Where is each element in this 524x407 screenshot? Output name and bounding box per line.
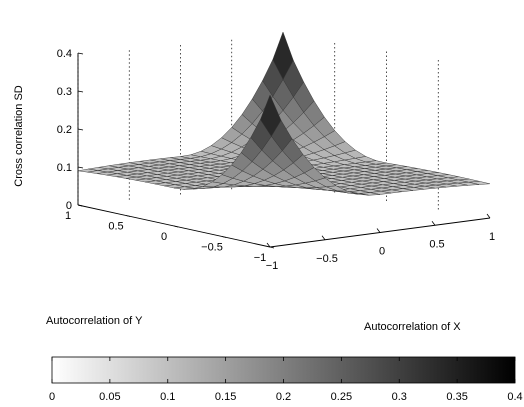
colorbar-tick-label: 0.05: [99, 391, 120, 403]
x-tick-label: 1: [489, 231, 495, 243]
z-tick-label: 0.3: [57, 86, 72, 98]
colorbar-tick-label: 0.2: [276, 391, 291, 403]
z-tick-label: 0.1: [57, 162, 72, 174]
x-tick-label: 0.5: [429, 238, 444, 250]
z-tick-label: 0.2: [57, 124, 72, 136]
colorbar-tick-label: 0.1: [160, 391, 175, 403]
x-axis-label: Autocorrelation of X: [364, 321, 461, 333]
y-tick-label: −0.5: [201, 242, 223, 254]
y-tick-label: 0: [161, 231, 167, 243]
x-tick-label: 0: [379, 246, 385, 258]
z-tick-label: 0: [66, 200, 72, 212]
x-tick-label: −0.5: [316, 253, 338, 265]
y-axis-label: Autocorrelation of Y: [46, 315, 143, 327]
z-axis-label: Cross correlation SD: [13, 85, 25, 187]
colorbar-ticks: 0 0.05 0.1 0.15 0.2 0.25 0.3 0.35 0.4: [49, 357, 523, 403]
x-axis-ticks: −1 −0.5 0 0.5 1: [266, 213, 495, 272]
y-tick-label: 1: [65, 210, 71, 222]
colorbar-tick-label: 0.35: [446, 391, 467, 403]
x-tick-label: −1: [266, 260, 279, 272]
colorbar-tick-label: 0.15: [215, 391, 236, 403]
y-axis-ticks: −1 −0.5 0 0.5 1: [65, 204, 275, 264]
y-tick-label: −1: [254, 252, 267, 264]
surface-patch: [260, 94, 282, 137]
z-tick-label: 0.4: [57, 48, 72, 60]
colorbar-tick-label: 0.25: [331, 391, 352, 403]
colorbar-tick-label: 0.3: [392, 391, 407, 403]
z-axis-ticks: 0 0.1 0.2 0.3 0.4: [57, 48, 84, 212]
y-tick-label: 0.5: [108, 221, 123, 233]
colorbar-tick-label: 0.4: [507, 391, 522, 403]
colorbar-tick-label: 0: [49, 391, 55, 403]
surface-mesh: [77, 31, 491, 196]
